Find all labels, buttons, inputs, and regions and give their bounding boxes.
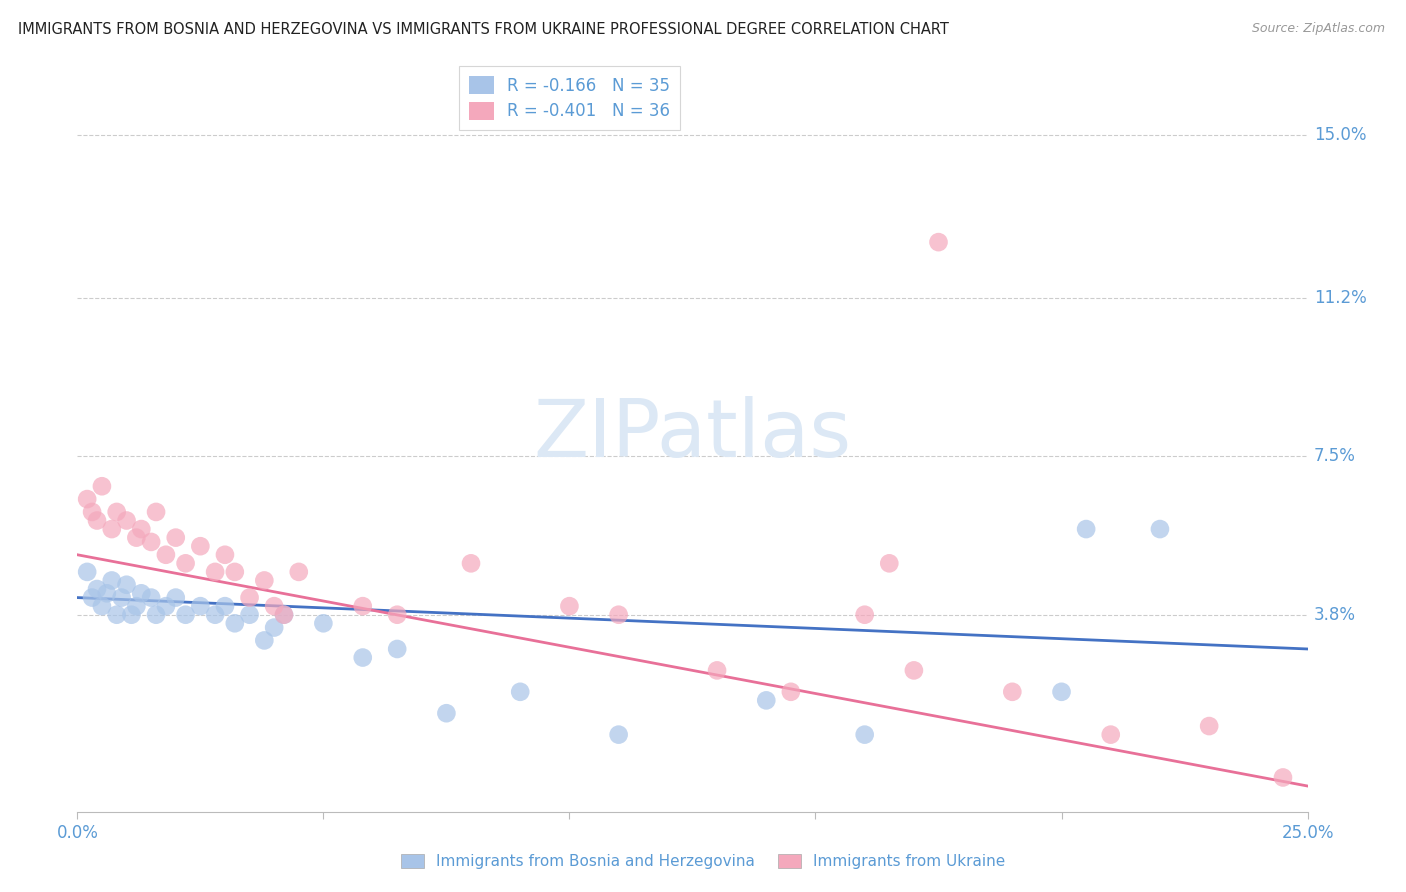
Point (253, 633, 276, 648)
Point (82, 591, 104, 605)
Point (141, 591, 163, 605)
Point (86, 582, 108, 596)
Point (204, 607, 226, 622)
Point (460, 557, 482, 571)
Point (273, 607, 295, 622)
Point (1001, 685, 1024, 699)
Point (141, 535, 163, 549)
Point (101, 522, 124, 536)
Point (288, 565, 311, 579)
Text: ZIPatlas: ZIPatlas (533, 396, 852, 474)
Point (607, 728, 630, 742)
Point (928, 235, 950, 249)
Point (105, 505, 128, 519)
Point (509, 685, 531, 699)
Point (385, 607, 409, 622)
Point (352, 650, 374, 665)
Point (96, 586, 118, 600)
Point (165, 531, 187, 545)
Point (706, 664, 728, 678)
Point (1272, 771, 1295, 785)
Point (129, 522, 153, 536)
Point (145, 607, 167, 622)
Text: 11.2%: 11.2% (1313, 289, 1367, 307)
Point (853, 607, 876, 622)
Point (90, 479, 114, 493)
Point (253, 574, 276, 588)
Point (903, 664, 925, 678)
Point (155, 599, 177, 614)
Point (879, 557, 901, 571)
Point (1198, 719, 1220, 733)
Point (76, 565, 98, 579)
Point (312, 616, 335, 631)
Point (263, 621, 285, 635)
Text: IMMIGRANTS FROM BOSNIA AND HERZEGOVINA VS IMMIGRANTS FROM UKRAINE PROFESSIONAL D: IMMIGRANTS FROM BOSNIA AND HERZEGOVINA V… (18, 22, 949, 37)
Point (90, 599, 114, 614)
Point (780, 685, 803, 699)
Point (105, 607, 128, 622)
Point (165, 591, 187, 605)
Point (204, 565, 226, 579)
Point (385, 642, 409, 657)
Point (239, 607, 262, 622)
Point (352, 599, 374, 614)
Point (214, 548, 236, 562)
Point (111, 591, 132, 605)
Point (145, 505, 167, 519)
Point (115, 578, 138, 592)
Legend: R = -0.166   N = 35, R = -0.401   N = 36: R = -0.166 N = 35, R = -0.401 N = 36 (458, 66, 681, 130)
Point (86, 514, 108, 528)
Point (129, 586, 153, 600)
Text: Source: ZipAtlas.com: Source: ZipAtlas.com (1251, 22, 1385, 36)
Point (263, 599, 285, 614)
Point (188, 539, 212, 553)
Point (101, 574, 124, 588)
Text: 15.0%: 15.0% (1313, 126, 1367, 145)
Point (125, 599, 148, 614)
Point (1050, 685, 1073, 699)
Point (436, 706, 458, 721)
Point (224, 565, 246, 579)
Point (121, 607, 143, 622)
Point (82, 505, 104, 519)
Point (174, 607, 197, 622)
Point (224, 616, 246, 631)
Point (558, 599, 581, 614)
Point (174, 557, 197, 571)
Point (273, 607, 295, 622)
Point (214, 599, 236, 614)
Point (76, 492, 98, 507)
Legend: Immigrants from Bosnia and Herzegovina, Immigrants from Ukraine: Immigrants from Bosnia and Herzegovina, … (395, 848, 1011, 875)
Text: 7.5%: 7.5% (1313, 447, 1355, 466)
Point (155, 548, 177, 562)
Point (115, 514, 138, 528)
Point (125, 531, 148, 545)
Point (853, 728, 876, 742)
Point (755, 693, 778, 707)
Text: 3.8%: 3.8% (1313, 606, 1355, 624)
Point (1149, 522, 1171, 536)
Point (1076, 522, 1098, 536)
Point (607, 607, 630, 622)
Point (188, 599, 212, 614)
Point (239, 591, 262, 605)
Point (1099, 728, 1122, 742)
